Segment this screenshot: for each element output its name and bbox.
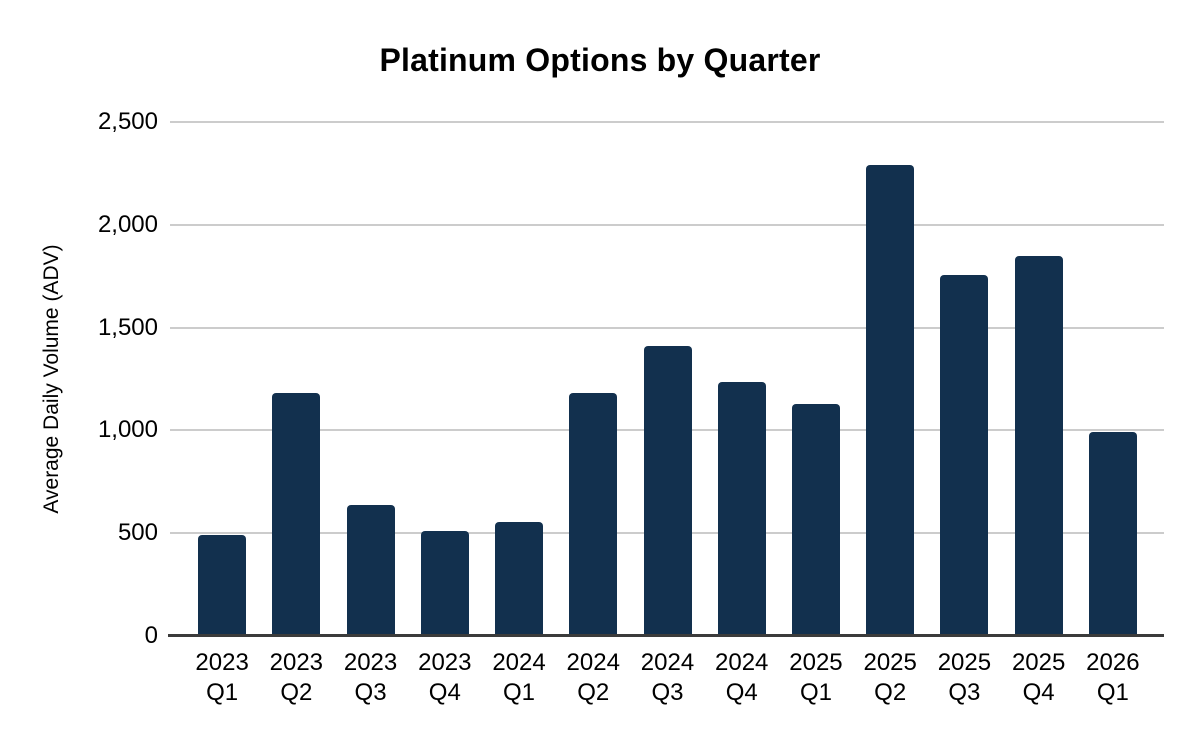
- bar-2025-q4: [1014, 255, 1063, 636]
- gridline: [170, 223, 1164, 226]
- x-tick-label-line: Q4: [428, 679, 461, 706]
- x-tick-label: 2023 Q1: [185, 648, 259, 708]
- x-tick-label-line: 2024: [566, 649, 620, 676]
- x-tick-label-line: 2025: [1011, 649, 1066, 676]
- x-tick-label-line: 2025: [863, 649, 917, 676]
- bar-2023-q2: [272, 393, 321, 636]
- gridline: [170, 326, 1164, 329]
- bar-2025-q2: [866, 165, 915, 636]
- y-tick-label: 1,500: [97, 313, 158, 341]
- bar-2025-q3: [940, 275, 989, 636]
- plot-area: [168, 121, 1164, 637]
- bar-2025-q1: [791, 403, 840, 636]
- x-tick-label-line: Q1: [1096, 679, 1129, 706]
- x-tick-label-line: Q1: [799, 679, 832, 706]
- x-tick-label-line: 2023: [343, 649, 398, 676]
- bar-2024-q4: [717, 382, 766, 636]
- x-tick-label-line: Q1: [503, 679, 536, 706]
- y-tick-label: 0: [144, 622, 158, 649]
- x-tick-label-line: Q3: [354, 679, 387, 706]
- x-tick-label: 2026 Q1: [1076, 648, 1150, 708]
- x-tick-label-line: 2023: [195, 649, 249, 676]
- x-tick-label: 2023 Q2: [259, 648, 333, 708]
- x-tick-label-line: Q2: [577, 679, 610, 706]
- bar-2024-q2: [569, 393, 618, 636]
- y-axis-tick-labels: 0 500 1,000 1,500 2,000 2,500: [0, 0, 158, 742]
- x-tick-label: 2023 Q3: [333, 648, 407, 708]
- x-axis-tick-labels: 2023 Q1 2023 Q2 2023 Q3 2023 Q4 2024 Q1 2024 Q2 2024…: [0, 648, 1200, 714]
- x-tick-label-line: Q4: [1022, 679, 1055, 706]
- x-tick-label: 2025 Q2: [853, 648, 927, 708]
- x-tick-label-line: 2026: [1086, 649, 1140, 676]
- x-tick-label-line: 2024: [715, 649, 769, 676]
- bar-2023-q1: [198, 535, 247, 636]
- bar-2023-q3: [346, 505, 395, 636]
- bar-2026-q1: [1088, 432, 1137, 636]
- x-tick-label: 2024 Q2: [556, 648, 630, 708]
- x-tick-label: 2025 Q4: [1002, 648, 1076, 708]
- x-tick-label-line: Q2: [280, 679, 313, 706]
- x-tick-label-line: Q3: [948, 679, 981, 706]
- y-tick-label: 2,500: [97, 108, 158, 135]
- x-tick-label: 2024 Q1: [482, 648, 556, 708]
- x-tick-label-line: Q2: [874, 679, 907, 706]
- x-tick-label: 2025 Q3: [927, 648, 1001, 708]
- x-tick-label-line: 2023: [269, 649, 324, 676]
- bar-2023-q4: [420, 531, 469, 636]
- x-tick-label: 2025 Q1: [779, 648, 853, 708]
- x-tick-label-line: Q1: [206, 679, 239, 706]
- y-tick-label: 2,000: [97, 210, 158, 238]
- bar-2024-q1: [495, 521, 544, 636]
- x-tick-label-line: 2023: [418, 649, 472, 676]
- x-axis-line: [168, 634, 1164, 637]
- x-tick-label-line: 2025: [789, 649, 843, 676]
- y-tick-label: 1,000: [97, 416, 158, 444]
- y-tick-label: 500: [117, 519, 158, 547]
- x-tick-label: 2024 Q3: [630, 648, 704, 708]
- x-tick-label: 2024 Q4: [705, 648, 779, 708]
- chart-title: Platinum Options by Quarter: [379, 42, 821, 78]
- x-tick-label-line: 2024: [640, 649, 695, 676]
- gridline: [170, 121, 1164, 123]
- x-tick-label-line: Q4: [725, 679, 758, 706]
- x-tick-label: 2023 Q4: [408, 648, 482, 708]
- x-tick-label-line: Q3: [651, 679, 684, 706]
- x-tick-label-line: 2024: [492, 649, 546, 676]
- x-tick-label-line: 2025: [937, 649, 992, 676]
- bar-2024-q3: [643, 346, 692, 636]
